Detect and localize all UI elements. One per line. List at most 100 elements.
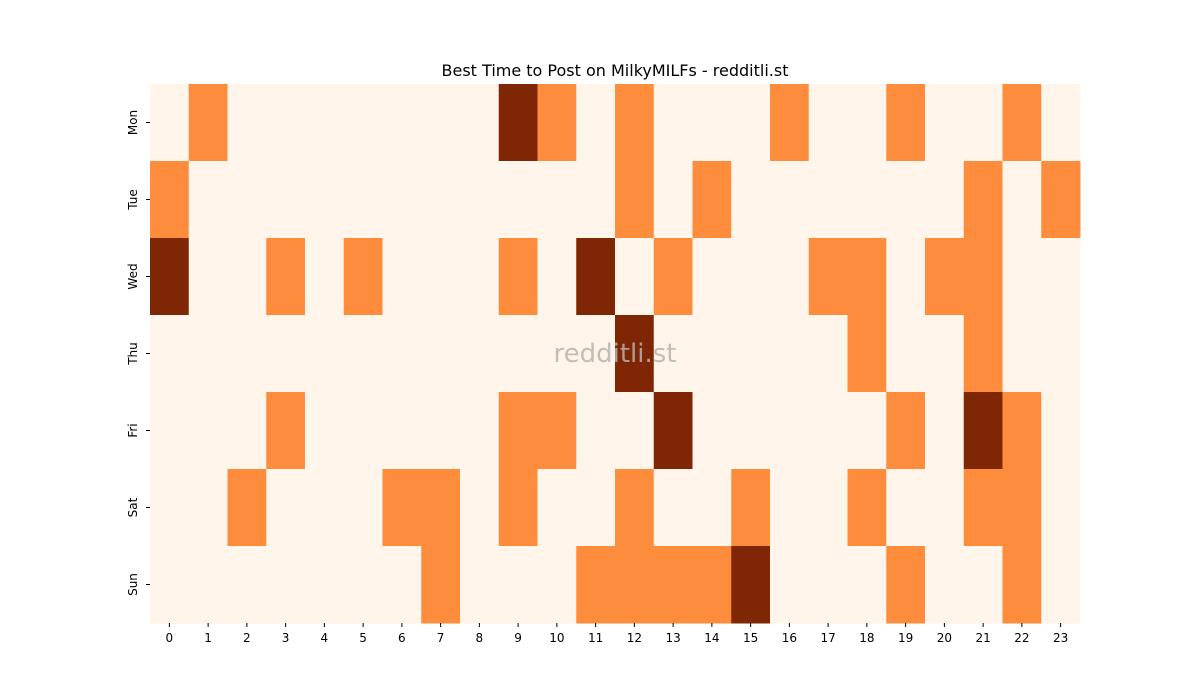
heatmap-cell bbox=[227, 161, 267, 239]
heatmap-cell bbox=[847, 392, 887, 470]
x-tick-label: 7 bbox=[437, 631, 445, 645]
heatmap-cell bbox=[963, 315, 1003, 393]
heatmap-cell bbox=[150, 238, 190, 316]
heatmap-cell bbox=[615, 469, 655, 547]
heatmap-cell bbox=[537, 161, 577, 239]
x-tick-label: 21 bbox=[975, 631, 990, 645]
heatmap-cell bbox=[808, 161, 848, 239]
heatmap-cell bbox=[266, 161, 306, 239]
heatmap-cell bbox=[537, 84, 577, 162]
heatmap-cell bbox=[305, 392, 345, 470]
heatmap-cell bbox=[421, 469, 461, 547]
x-tick-label: 8 bbox=[476, 631, 484, 645]
x-tick-label: 4 bbox=[321, 631, 329, 645]
heatmap-cell bbox=[382, 238, 422, 316]
heatmap-cell bbox=[266, 84, 306, 162]
heatmap-cell bbox=[421, 238, 461, 316]
heatmap-cell bbox=[537, 392, 577, 470]
heatmap-cell bbox=[615, 238, 655, 316]
heatmap-cell bbox=[886, 546, 926, 624]
heatmap-cell bbox=[227, 469, 267, 547]
heatmap-cell bbox=[1041, 238, 1081, 316]
heatmap-cell bbox=[266, 392, 306, 470]
heatmap-cell bbox=[382, 161, 422, 239]
x-tick-label: 2 bbox=[243, 631, 251, 645]
heatmap-cell bbox=[692, 315, 732, 393]
heatmap-cell bbox=[537, 469, 577, 547]
x-tick-label: 19 bbox=[898, 631, 913, 645]
heatmap-cell bbox=[963, 84, 1003, 162]
heatmap-cell bbox=[963, 546, 1003, 624]
heatmap-cell bbox=[421, 161, 461, 239]
y-tick-label: Tue bbox=[126, 189, 140, 211]
heatmap-cell bbox=[847, 84, 887, 162]
heatmap-cell bbox=[460, 546, 500, 624]
heatmap-cell bbox=[305, 546, 345, 624]
heatmap-cell bbox=[653, 238, 693, 316]
heatmap-cell bbox=[886, 315, 926, 393]
heatmap-cell bbox=[498, 546, 538, 624]
y-tick-label: Thu bbox=[126, 342, 140, 366]
heatmap-cell bbox=[498, 238, 538, 316]
heatmap-cell bbox=[421, 392, 461, 470]
heatmap-cell bbox=[343, 315, 383, 393]
heatmap-cell bbox=[1002, 315, 1042, 393]
heatmap-cell bbox=[770, 469, 810, 547]
heatmap-cell bbox=[150, 546, 190, 624]
heatmap-cell bbox=[498, 84, 538, 162]
heatmap-cell bbox=[731, 238, 771, 316]
heatmap-cell bbox=[150, 84, 190, 162]
heatmap-cell bbox=[382, 315, 422, 393]
heatmap-cell bbox=[343, 546, 383, 624]
x-tick-label: 10 bbox=[549, 631, 564, 645]
heatmap-cell bbox=[227, 546, 267, 624]
heatmap-cell bbox=[963, 469, 1003, 547]
heatmap-cell bbox=[692, 238, 732, 316]
heatmap-cell bbox=[305, 238, 345, 316]
heatmap-cell bbox=[537, 315, 577, 393]
heatmap-cell bbox=[421, 315, 461, 393]
watermark-text: redditli.st bbox=[554, 339, 677, 369]
heatmap-cell bbox=[1041, 392, 1081, 470]
heatmap-cell bbox=[227, 84, 267, 162]
heatmap-cell bbox=[227, 392, 267, 470]
heatmap-cell bbox=[692, 546, 732, 624]
x-tick-label: 5 bbox=[359, 631, 367, 645]
heatmap-cell bbox=[925, 238, 965, 316]
heatmap-cell bbox=[150, 161, 190, 239]
heatmap-cell bbox=[1041, 546, 1081, 624]
heatmap-cell bbox=[692, 84, 732, 162]
heatmap-cell bbox=[188, 315, 228, 393]
heatmap-cell bbox=[963, 161, 1003, 239]
heatmap-cell bbox=[1002, 546, 1042, 624]
heatmap-cell bbox=[731, 84, 771, 162]
heatmap-cell bbox=[305, 161, 345, 239]
y-tick-label: Wed bbox=[126, 263, 140, 289]
x-tick-label: 9 bbox=[514, 631, 522, 645]
y-tick-label: Mon bbox=[126, 110, 140, 135]
heatmap-cell bbox=[498, 392, 538, 470]
heatmap-cell bbox=[576, 469, 616, 547]
heatmap-cell bbox=[460, 84, 500, 162]
heatmap-cell bbox=[615, 161, 655, 239]
heatmap-cell bbox=[615, 315, 655, 393]
heatmap-cell bbox=[305, 84, 345, 162]
heatmap-cell bbox=[188, 392, 228, 470]
heatmap-cell bbox=[227, 315, 267, 393]
x-tick-label: 0 bbox=[166, 631, 174, 645]
heatmap-cell bbox=[770, 161, 810, 239]
heatmap-cell bbox=[847, 469, 887, 547]
heatmap-cell bbox=[925, 392, 965, 470]
heatmap-cell bbox=[382, 392, 422, 470]
heatmap-cell bbox=[576, 161, 616, 239]
heatmap-cell bbox=[925, 469, 965, 547]
heatmap-cell bbox=[692, 161, 732, 239]
x-tick-label: 20 bbox=[937, 631, 952, 645]
heatmap-cell bbox=[576, 84, 616, 162]
heatmap-cell bbox=[847, 238, 887, 316]
heatmap-cell bbox=[731, 392, 771, 470]
heatmap-cell bbox=[886, 84, 926, 162]
heatmap-cell bbox=[150, 315, 190, 393]
heatmap-cell bbox=[615, 392, 655, 470]
